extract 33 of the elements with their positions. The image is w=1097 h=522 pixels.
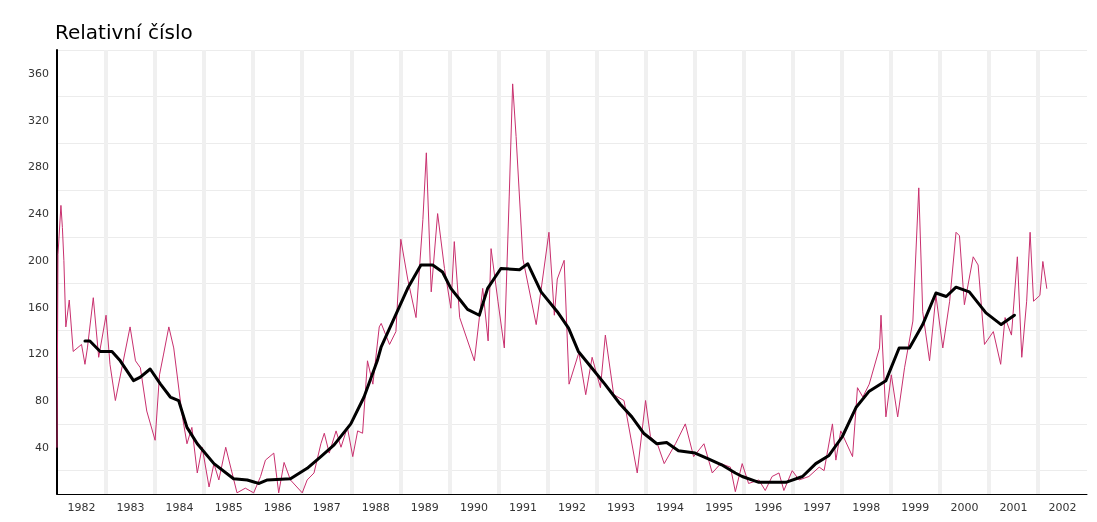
x-tick-label: 1999: [901, 501, 930, 514]
y-tick-label: 120: [28, 347, 49, 361]
x-tick-label: 1989: [410, 501, 439, 514]
x-tick-label: 1991: [508, 501, 537, 514]
y-tick-label: 80: [35, 394, 49, 408]
x-tick-label: 1993: [607, 501, 636, 514]
y-tick-label: 160: [28, 300, 49, 314]
y-tick-label: 360: [28, 66, 49, 80]
x-tick-label: 2001: [999, 501, 1028, 514]
x-tick-label: 1992: [558, 501, 586, 514]
x-tick-label: 1990: [459, 501, 488, 514]
x-tick-label: 1994: [656, 501, 685, 514]
x-tick-label: 1987: [312, 501, 341, 514]
y-tick-label: 320: [28, 113, 49, 127]
x-tick-label: 1985: [214, 501, 243, 514]
y-axis-title: Relativní číslo: [55, 20, 193, 44]
x-tick-label: 1983: [116, 501, 145, 514]
x-tick-label: 2000: [950, 501, 979, 514]
x-tick-label: 1984: [165, 501, 194, 514]
line-series: [83, 262, 1016, 485]
x-tick-label: 1998: [852, 501, 881, 514]
y-tick-label: 280: [28, 160, 49, 174]
y-tick-label: 240: [28, 207, 49, 221]
line-series: [56, 83, 1048, 494]
x-tick-label: 2002: [1048, 501, 1077, 514]
y-tick-label: 40: [35, 440, 49, 454]
x-tick-label: 1982: [67, 501, 96, 514]
x-tick-label: 1986: [263, 501, 292, 514]
x-tick-label: 1995: [705, 501, 734, 514]
x-tick-label: 1996: [754, 501, 783, 514]
x-tick-label: 1988: [361, 501, 390, 514]
x-tick-label: 1997: [803, 501, 832, 514]
y-tick-label: 200: [28, 253, 49, 267]
